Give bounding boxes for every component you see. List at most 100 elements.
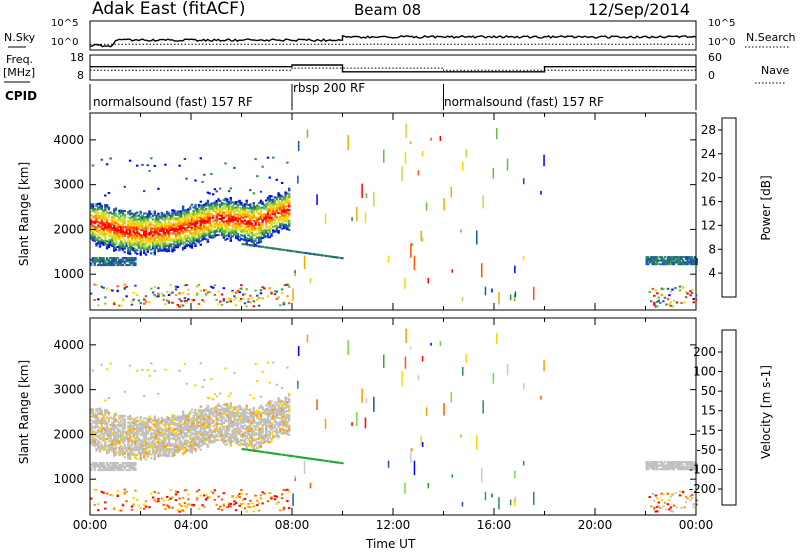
velocity-cell: [247, 416, 250, 419]
velocity-cell: [118, 454, 121, 457]
velocity-cell: [233, 424, 236, 427]
power-cell: [134, 242, 137, 245]
velocity-cell: [203, 439, 206, 442]
power-cell: [190, 246, 194, 249]
power-cell: [675, 256, 679, 259]
power-cell: [93, 238, 96, 241]
power-cell: [150, 248, 153, 251]
power-cell: [137, 227, 141, 230]
power-cell: [256, 218, 259, 221]
velocity-cell: [238, 406, 241, 409]
velocity-cell: [169, 421, 172, 424]
velocity-cell: [273, 417, 277, 420]
velocity-cell: [197, 488, 201, 491]
power-cell: [255, 245, 258, 247]
power-cell: [178, 244, 181, 247]
power-cell: [224, 213, 227, 216]
power-cell: [97, 215, 100, 218]
velocity-cell: [113, 417, 116, 420]
power-cell: [233, 224, 236, 227]
velocity-cell: [229, 437, 232, 440]
power-cell: [167, 248, 171, 251]
velocity-cell: [199, 414, 202, 417]
velocity-cell: [109, 423, 112, 426]
velocity-cell: [132, 496, 135, 499]
velocity-cell: [273, 435, 277, 438]
power-cell: [275, 223, 278, 226]
power-cell: [151, 223, 155, 226]
velocity-cell: [245, 406, 248, 409]
power-cell: [233, 217, 236, 220]
power-cell: [90, 264, 93, 267]
velocity-cell: [178, 420, 181, 423]
power-cell: [324, 213, 327, 224]
power-cell: [213, 284, 217, 287]
velocity-cell: [266, 430, 270, 433]
velocity-cell: [158, 435, 162, 438]
velocity-cell: [259, 436, 263, 439]
velocity-cell: [143, 417, 146, 420]
power-cell: [282, 198, 286, 201]
velocity-cell: [247, 505, 250, 508]
velocity-cell: [210, 407, 213, 410]
power-cell: [303, 251, 306, 254]
velocity-cell: [167, 453, 171, 456]
velocity-cell: [98, 427, 102, 430]
power-cell: [234, 224, 238, 227]
power-cell: [229, 213, 232, 216]
velocity-cell: [231, 435, 234, 437]
velocity-cell: [265, 413, 268, 416]
power-cell: [268, 200, 271, 203]
velocity-cell: [183, 439, 187, 442]
power-cell: [229, 198, 232, 201]
power-cell: [234, 236, 238, 239]
velocity-cell: [259, 431, 263, 434]
power-cell: [130, 248, 134, 251]
power-cell: [279, 217, 282, 220]
power-cell: [268, 207, 271, 210]
power-cell: [167, 237, 171, 240]
velocity-cell: [144, 438, 148, 441]
velocity-cell: [158, 453, 162, 455]
velocity-cell: [151, 450, 155, 453]
velocity-cell: [252, 505, 255, 508]
velocity-cell: [111, 469, 114, 472]
velocity-cell: [283, 454, 286, 456]
velocity-cell: [139, 457, 142, 459]
power-cell: [164, 221, 167, 224]
power-cell: [121, 229, 125, 232]
power-cell: [153, 214, 156, 216]
power-cell: [180, 300, 183, 303]
velocity-cell: [238, 440, 241, 443]
power-cell: [656, 305, 659, 308]
power-cell: [143, 218, 146, 220]
velocity-cell: [146, 455, 149, 458]
velocity-cell: [139, 428, 142, 431]
velocity-cell: [250, 445, 254, 448]
velocity-cell: [157, 419, 160, 422]
velocity-cell: [120, 439, 123, 442]
velocity-cell: [107, 440, 111, 443]
velocity-cell: [247, 443, 250, 445]
velocity-cell: [238, 404, 241, 407]
velocity-cell: [136, 441, 139, 444]
power-cell: [93, 211, 96, 214]
power-cell: [160, 235, 164, 238]
power-cell: [181, 230, 185, 233]
velocity-cell: [240, 442, 243, 445]
power-cell: [176, 223, 179, 225]
velocity-cell: [171, 496, 174, 499]
power-cell: [265, 228, 268, 231]
power-cell: [104, 264, 107, 267]
velocity-cell: [166, 455, 169, 458]
power-cell: [121, 236, 125, 239]
power-cell: [247, 232, 250, 235]
power-cell: [212, 215, 215, 217]
velocity-cell: [127, 425, 130, 428]
power-cell: [256, 236, 259, 239]
power-cell: [183, 245, 187, 248]
velocity-cell: [210, 439, 213, 442]
velocity-cell: [134, 417, 137, 420]
velocity-cell: [118, 414, 121, 417]
velocity-cell: [113, 433, 116, 436]
